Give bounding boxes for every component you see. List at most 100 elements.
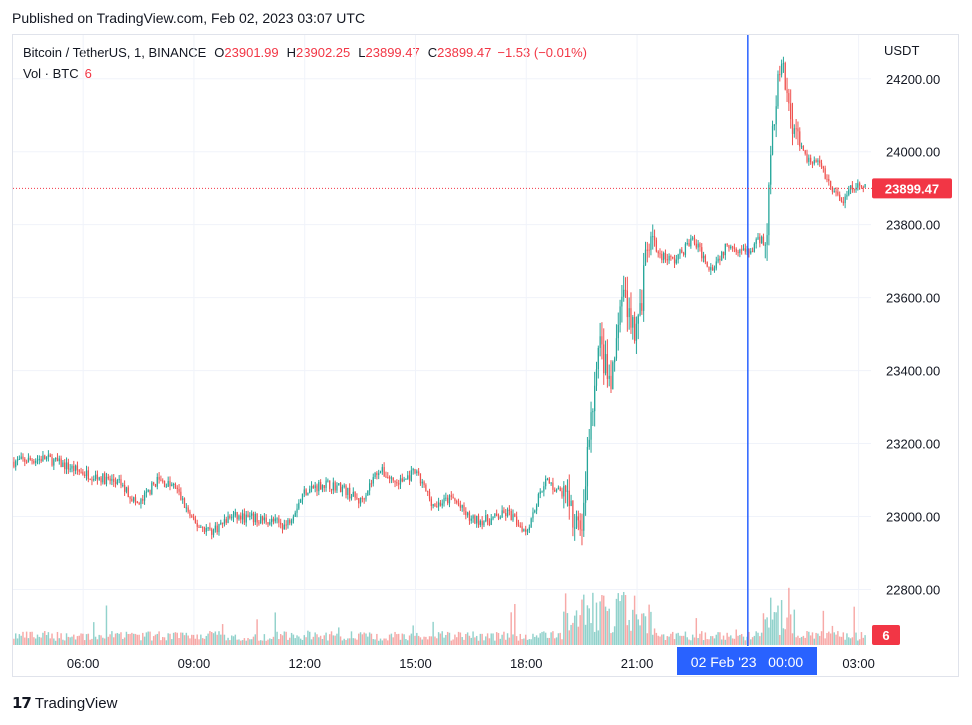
chart-frame[interactable] xyxy=(12,34,959,677)
candle-body xyxy=(47,454,50,457)
candle-body xyxy=(96,474,99,480)
candle-body xyxy=(624,289,627,291)
candle-body xyxy=(298,502,300,509)
volume-bar xyxy=(332,635,335,645)
candle-body xyxy=(49,454,51,458)
volume-bar xyxy=(664,639,667,645)
volume-bar xyxy=(116,632,119,645)
volume-bar xyxy=(171,639,173,645)
volume-bar xyxy=(165,640,168,645)
candle-body xyxy=(167,481,169,487)
volume-bar xyxy=(603,595,605,645)
candle-body xyxy=(314,485,316,489)
volume-bar xyxy=(486,633,489,645)
volume-bar xyxy=(751,637,754,645)
candle-body xyxy=(717,258,719,262)
candle-body xyxy=(260,516,262,524)
volume-bar xyxy=(713,638,716,645)
volume-bar xyxy=(717,632,719,645)
volume-bar xyxy=(779,634,781,645)
candle-body xyxy=(699,243,701,248)
volume-bar xyxy=(771,619,774,645)
volume-bar xyxy=(83,640,86,645)
candle-body xyxy=(521,526,523,532)
volume-label[interactable]: Vol · BTC xyxy=(23,66,79,81)
candle-body xyxy=(564,485,567,492)
volume-bar xyxy=(298,636,300,645)
candle-body xyxy=(466,512,469,516)
volume-bar xyxy=(791,633,794,645)
candle-body xyxy=(361,497,364,499)
candle-body xyxy=(862,186,864,188)
candle-body xyxy=(36,459,39,462)
volume-bar xyxy=(762,613,765,645)
candle-body xyxy=(748,248,750,254)
candle-body xyxy=(614,358,616,363)
candle-body xyxy=(684,243,687,255)
candle-body xyxy=(165,486,167,488)
volume-bar xyxy=(719,632,721,645)
candle-body xyxy=(412,469,414,471)
volume-bar xyxy=(189,638,191,645)
candle-body xyxy=(15,461,17,467)
currency-label[interactable]: USDT xyxy=(884,43,920,58)
volume-bar xyxy=(613,626,616,645)
volume-bar xyxy=(22,631,24,645)
volume-bar xyxy=(292,634,295,645)
symbol-title[interactable]: Bitcoin / TetherUS, 1, BINANCE xyxy=(23,45,207,60)
volume-bar xyxy=(454,634,456,645)
candle-body xyxy=(737,251,739,253)
volume-bar xyxy=(281,635,284,645)
candle-body xyxy=(381,467,383,472)
candle-body xyxy=(305,489,307,495)
x-axis[interactable]: 06:00 09:00 12:00 15:00 18:00 21:00 03:00 xyxy=(67,656,875,671)
candle-body xyxy=(755,239,757,244)
candle-body xyxy=(143,492,146,501)
candle-body xyxy=(465,511,467,516)
candle-body xyxy=(123,484,126,492)
volume-bar xyxy=(635,614,638,645)
candle-body xyxy=(675,259,677,264)
candle-body xyxy=(515,516,518,525)
volume-bar xyxy=(642,613,645,645)
candle-body xyxy=(795,128,797,130)
candle-body xyxy=(639,303,641,316)
y-axis[interactable]: 22800.00 23000.00 23200.00 23400.00 23600.00… xyxy=(886,72,940,598)
volume-bar xyxy=(258,640,260,645)
candle-body xyxy=(147,489,149,492)
volume-bar xyxy=(697,638,699,645)
volume-bar xyxy=(38,636,41,645)
candle-body xyxy=(367,490,369,496)
open-value: 23901.99 xyxy=(224,45,279,60)
candle-body xyxy=(127,487,129,498)
volume-bar xyxy=(421,639,423,645)
volume-bar xyxy=(510,612,512,645)
candle-body xyxy=(261,516,264,521)
candle-body xyxy=(472,515,474,519)
volume-bar xyxy=(820,631,823,645)
candle-body xyxy=(131,498,133,502)
volume-bar xyxy=(245,640,247,645)
candle-body xyxy=(448,495,451,504)
candle-body xyxy=(365,495,367,500)
volume-bar xyxy=(432,621,434,645)
volume-bar xyxy=(537,637,540,645)
volume-bar xyxy=(207,633,209,645)
candle-body xyxy=(704,255,707,263)
volume-bar xyxy=(699,633,701,645)
volume-bar xyxy=(561,639,563,645)
volume-bar xyxy=(539,633,541,645)
volume-bar xyxy=(82,633,84,645)
volume-bar xyxy=(506,633,509,645)
volume-bar xyxy=(309,631,311,645)
candle-body xyxy=(452,496,454,499)
candle-body xyxy=(697,243,699,248)
volume-bar xyxy=(619,601,621,645)
candle-body xyxy=(851,185,854,190)
volume-bar xyxy=(145,632,148,645)
volume-bar xyxy=(187,635,189,645)
volume-bar xyxy=(263,634,266,645)
volume-bar xyxy=(495,632,498,645)
tradingview-logo[interactable]: 17 TradingView xyxy=(12,694,117,712)
